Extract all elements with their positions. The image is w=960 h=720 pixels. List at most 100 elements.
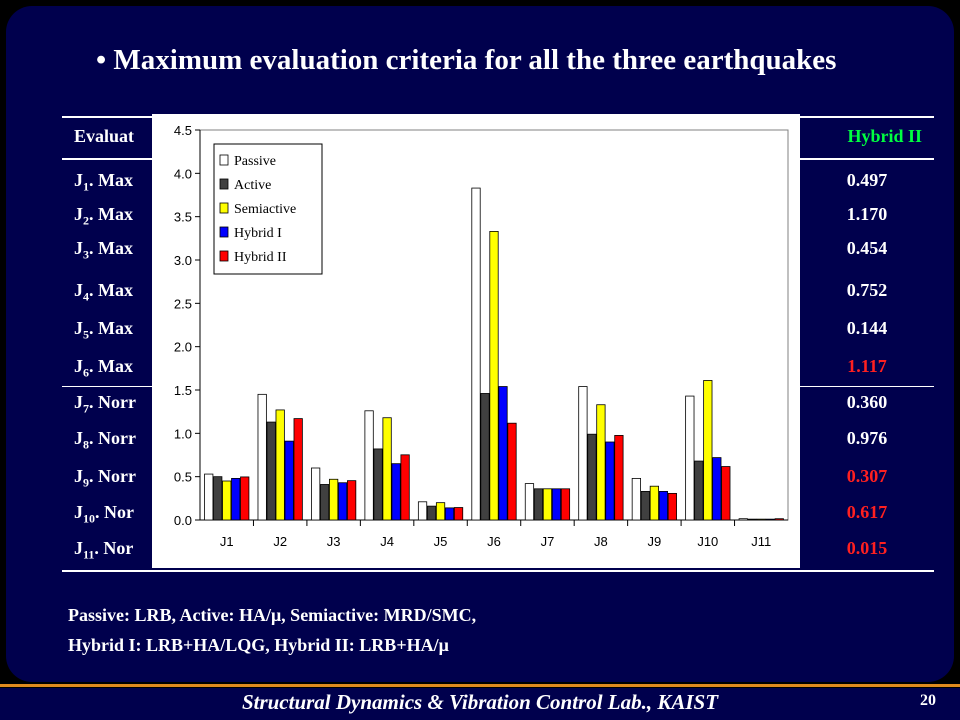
row-value-hybrid-ii: 0.617	[846, 502, 888, 522]
x-tick-label: J9	[647, 534, 661, 549]
table-row: J3. Max 0.454	[62, 233, 934, 267]
y-tick-label: 4.0	[174, 166, 192, 181]
footer-lab-name: Structural Dynamics & Vibration Control …	[241, 690, 719, 714]
bar	[329, 478, 339, 521]
row-value-hybrid-ii: 0.360	[846, 392, 888, 412]
bar-chart: 0.0 0.5 1.0 1.5 2.0 2.5 3.0 3.5 4.0 4.5 J1 J2 J3 J4 J5…	[152, 114, 800, 568]
legend-swatch	[219, 178, 229, 190]
bar	[578, 386, 588, 521]
bar	[453, 507, 464, 521]
bar	[614, 435, 624, 521]
bar	[382, 417, 392, 521]
bar	[489, 231, 499, 521]
bar	[640, 490, 650, 521]
footer-divider	[0, 684, 960, 687]
bar	[320, 484, 330, 521]
row-label: J9. Norr	[74, 466, 136, 490]
row-label: J10. Nor	[74, 502, 134, 526]
y-tick-label: 2.0	[174, 340, 192, 355]
row-value-hybrid-ii: 0.976	[846, 428, 888, 448]
bar	[471, 187, 481, 521]
legend-label: Hybrid I	[234, 226, 282, 241]
bar	[685, 395, 695, 521]
row-value-hybrid-ii: 0.752	[846, 280, 888, 300]
table-row: J4. Max 0.752	[62, 275, 934, 309]
x-tick-label: J8	[594, 534, 608, 549]
legend-label: Semiactive	[234, 202, 296, 217]
x-tick-label: J4	[380, 534, 394, 549]
notes-line-2: Hybrid I: LRB+HA/LQG, Hybrid II: LRB+HA/…	[68, 635, 449, 655]
table-row: J10. Nor 0.617	[62, 497, 934, 531]
bar	[551, 488, 562, 521]
table-row: J7. Norr 0.360	[62, 387, 934, 421]
bar	[426, 505, 437, 521]
x-tick-label: J11	[751, 534, 771, 549]
bar	[542, 488, 553, 521]
row-value-hybrid-ii: 0.307	[846, 466, 888, 486]
row-value-hybrid-ii: 0.497	[846, 170, 888, 190]
row-value-hybrid-ii: 1.170	[846, 204, 888, 224]
table-row: J9. Norr 0.307	[62, 461, 934, 495]
x-tick-label: J5	[434, 534, 448, 549]
bar	[284, 440, 294, 521]
table-header: Evaluat Hybrid II	[62, 118, 934, 156]
legend-box	[213, 143, 323, 275]
bar	[373, 448, 383, 521]
bar	[747, 518, 757, 521]
bar	[240, 476, 250, 521]
table-row: J5. Max 0.144	[62, 313, 934, 347]
bar	[257, 393, 267, 521]
y-tick-label: 1.5	[174, 383, 192, 398]
x-tick-label: J2	[273, 534, 287, 549]
bar	[721, 466, 731, 521]
bar	[231, 477, 241, 521]
y-tick-label: 3.5	[174, 210, 192, 225]
row-value-hybrid-ii: 0.015	[846, 538, 888, 558]
bar	[774, 518, 784, 521]
x-tick-label: J10	[697, 534, 718, 549]
bar	[667, 492, 677, 521]
row-label: J7. Norr	[74, 392, 136, 416]
table-header-hybrid-ii: Hybrid II	[847, 126, 922, 146]
row-label: J1. Max	[74, 170, 133, 194]
bar	[596, 404, 606, 521]
bar	[712, 457, 722, 521]
table-bottom-rule	[62, 570, 934, 572]
footer-bar	[0, 688, 960, 720]
row-label: J11. Nor	[74, 538, 134, 562]
row-label: J4. Max	[74, 280, 133, 304]
y-tick-label: 4.5	[174, 123, 192, 138]
bar	[524, 483, 535, 521]
x-tick-label: J1	[220, 534, 234, 549]
row-label: J6. Max	[74, 356, 133, 380]
bar	[222, 480, 232, 521]
slide-title: • Maximum evaluation criteria for all th…	[96, 44, 837, 76]
row-value-hybrid-ii: 0.454	[846, 238, 888, 258]
bar	[347, 480, 357, 521]
bar	[275, 409, 285, 521]
legend-swatch	[219, 226, 229, 238]
legend-swatch	[219, 202, 229, 214]
legend-label: Active	[234, 178, 271, 193]
y-tick-label: 2.5	[174, 296, 192, 311]
page-number: 20	[920, 692, 936, 709]
bar	[533, 488, 544, 521]
legend-label: Passive	[234, 154, 276, 169]
table-row: J2. Max 1.170	[62, 199, 934, 233]
x-tick-label: J7	[541, 534, 555, 549]
y-tick-label: 0.5	[174, 470, 192, 485]
table-row: J6. Max 1.117	[62, 351, 934, 385]
bar	[391, 463, 401, 521]
row-label: J8. Norr	[74, 428, 136, 452]
bar	[631, 477, 641, 521]
bar	[605, 441, 615, 521]
row-label: J3. Max	[74, 238, 133, 262]
bar	[435, 502, 446, 521]
bar	[480, 393, 490, 521]
bar	[703, 380, 713, 521]
y-tick-label: 3.0	[174, 253, 192, 268]
bar	[694, 460, 704, 521]
bar	[338, 482, 348, 521]
bar	[658, 490, 668, 521]
